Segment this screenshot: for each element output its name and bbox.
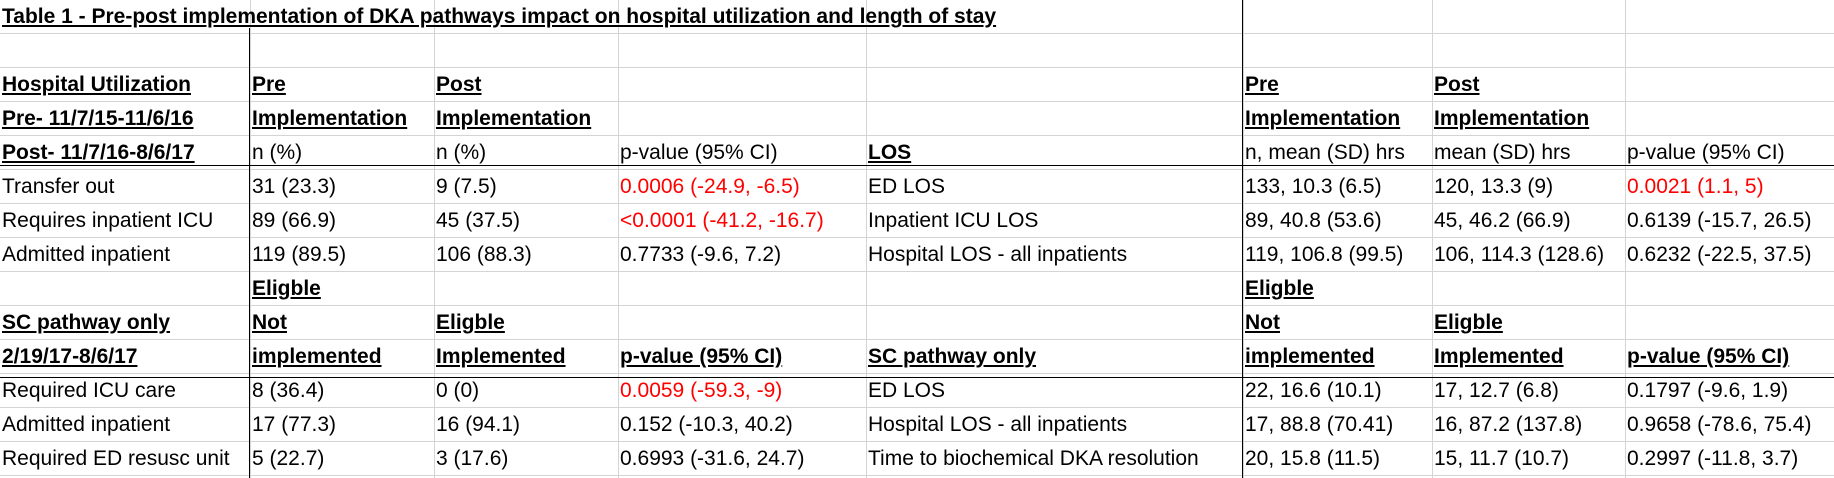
pre-value[interactable]: 17 (77.3) — [252, 413, 337, 436]
pre-value[interactable]: 31 (23.3) — [252, 175, 337, 198]
los-label[interactable]: Hospital LOS - all inpatients — [868, 413, 1128, 436]
section2-pvalue-header[interactable]: p-value (95% CI) — [620, 345, 783, 368]
section2-post-header[interactable]: Eligble — [436, 311, 505, 334]
section1-left-header[interactable]: Hospital Utilization — [2, 73, 191, 96]
row-label[interactable]: Admitted inpatient — [2, 243, 171, 266]
section1-los-pre-header[interactable]: Pre — [1245, 73, 1279, 96]
section1-post-header[interactable]: n (%) — [436, 141, 487, 164]
pvalue[interactable]: <0.0001 (-41.2, -16.7) — [620, 209, 824, 232]
post-value[interactable]: 9 (7.5) — [436, 175, 497, 198]
los-pvalue[interactable]: 0.2997 (-11.8, 3.7) — [1627, 447, 1799, 470]
section1-left-header[interactable]: Pre- 11/7/15-11/6/16 — [2, 107, 194, 130]
los-pvalue[interactable]: 0.1797 (-9.6, 1.9) — [1627, 379, 1789, 402]
los-post-value[interactable]: 120, 13.3 (9) — [1434, 175, 1554, 198]
section1-los-post-header[interactable]: Implementation — [1434, 107, 1590, 130]
los-pvalue[interactable]: 0.6232 (-22.5, 37.5) — [1627, 243, 1812, 266]
section2-los-pre-header[interactable]: Eligble — [1245, 277, 1314, 300]
los-post-value[interactable]: 15, 11.7 (10.7) — [1434, 447, 1570, 470]
los-label[interactable]: Inpatient ICU LOS — [868, 209, 1039, 232]
post-value[interactable]: 3 (17.6) — [436, 447, 509, 470]
row-label[interactable]: Required ICU care — [2, 379, 176, 402]
row-label[interactable]: Transfer out — [2, 175, 115, 198]
row-label[interactable]: Required ED resusc unit — [2, 447, 230, 470]
pvalue[interactable]: 0.0059 (-59.3, -9) — [620, 379, 783, 402]
post-value[interactable]: 106 (88.3) — [436, 243, 532, 266]
section1-post-header[interactable]: Implementation — [436, 107, 592, 130]
los-pre-value[interactable]: 133, 10.3 (6.5) — [1245, 175, 1382, 198]
post-value[interactable]: 16 (94.1) — [436, 413, 521, 436]
pvalue[interactable]: 0.0006 (-24.9, -6.5) — [620, 175, 800, 198]
los-pre-value[interactable]: 17, 88.8 (70.41) — [1245, 413, 1394, 436]
pvalue[interactable]: 0.6993 (-31.6, 24.7) — [620, 447, 805, 470]
section1-pre-header[interactable]: Pre — [252, 73, 286, 96]
los-pre-value[interactable]: 89, 40.8 (53.6) — [1245, 209, 1382, 232]
section1-left-header[interactable]: Post- 11/7/16-8/6/17 — [2, 141, 195, 164]
section2-los-header[interactable]: SC pathway only — [868, 345, 1037, 368]
section1-pvalue-header[interactable]: p-value (95% CI) — [620, 141, 778, 164]
section2-los-post-header[interactable]: Eligble — [1434, 311, 1503, 334]
row-label[interactable]: Requires inpatient ICU — [2, 209, 214, 232]
los-label[interactable]: Time to biochemical DKA resolution — [868, 447, 1199, 470]
los-pvalue[interactable]: 0.0021 (1.1, 5) — [1627, 175, 1764, 198]
los-pvalue[interactable]: 0.9658 (-78.6, 75.4) — [1627, 413, 1812, 436]
section2-los-pvalue-header[interactable]: p-value (95% CI) — [1627, 345, 1790, 368]
los-label[interactable]: ED LOS — [868, 175, 946, 198]
los-label[interactable]: Hospital LOS - all inpatients — [868, 243, 1128, 266]
post-value[interactable]: 0 (0) — [436, 379, 480, 402]
section2-post-header[interactable]: Implemented — [436, 345, 566, 368]
los-label[interactable]: ED LOS — [868, 379, 946, 402]
section1-los-post-header[interactable]: mean (SD) hrs — [1434, 141, 1571, 164]
section2-los-pre-header[interactable]: Not — [1245, 311, 1280, 334]
pre-value[interactable]: 119 (89.5) — [252, 243, 347, 266]
section1-los-header[interactable]: LOS — [868, 141, 912, 164]
section1-los-pre-header[interactable]: n, mean (SD) hrs — [1245, 141, 1405, 164]
los-pre-value[interactable]: 20, 15.8 (11.5) — [1245, 447, 1381, 470]
los-pvalue[interactable]: 0.6139 (-15.7, 26.5) — [1627, 209, 1812, 232]
section2-left-header[interactable]: SC pathway only — [2, 311, 171, 334]
pre-value[interactable]: 89 (66.9) — [252, 209, 337, 232]
section1-pre-header[interactable]: Implementation — [252, 107, 408, 130]
section1-los-pvalue-header[interactable]: p-value (95% CI) — [1627, 141, 1785, 164]
los-pre-value[interactable]: 22, 16.6 (10.1) — [1245, 379, 1382, 402]
los-post-value[interactable]: 17, 12.7 (6.8) — [1434, 379, 1559, 402]
section1-post-header[interactable]: Post — [436, 73, 482, 96]
table-title[interactable]: Table 1 - Pre-post implementation of DKA… — [2, 5, 997, 28]
pvalue[interactable]: 0.7733 (-9.6, 7.2) — [620, 243, 782, 266]
section2-los-post-header[interactable]: Implemented — [1434, 345, 1564, 368]
pvalue[interactable]: 0.152 (-10.3, 40.2) — [620, 413, 793, 436]
los-post-value[interactable]: 16, 87.2 (137.8) — [1434, 413, 1583, 436]
los-pre-value[interactable]: 119, 106.8 (99.5) — [1245, 243, 1404, 266]
section2-left-header[interactable]: 2/19/17-8/6/17 — [2, 345, 138, 368]
section2-los-pre-header[interactable]: implemented — [1245, 345, 1375, 368]
section2-pre-header[interactable]: implemented — [252, 345, 382, 368]
section1-los-post-header[interactable]: Post — [1434, 73, 1480, 96]
los-post-value[interactable]: 106, 114.3 (128.6) — [1434, 243, 1605, 266]
pre-value[interactable]: 8 (36.4) — [252, 379, 325, 402]
post-value[interactable]: 45 (37.5) — [436, 209, 521, 232]
section2-pre-header[interactable]: Eligble — [252, 277, 321, 300]
los-post-value[interactable]: 45, 46.2 (66.9) — [1434, 209, 1571, 232]
section1-los-pre-header[interactable]: Implementation — [1245, 107, 1401, 130]
pre-value[interactable]: 5 (22.7) — [252, 447, 325, 470]
row-label[interactable]: Admitted inpatient — [2, 413, 171, 436]
section2-pre-header[interactable]: Not — [252, 311, 287, 334]
section1-pre-header[interactable]: n (%) — [252, 141, 303, 164]
